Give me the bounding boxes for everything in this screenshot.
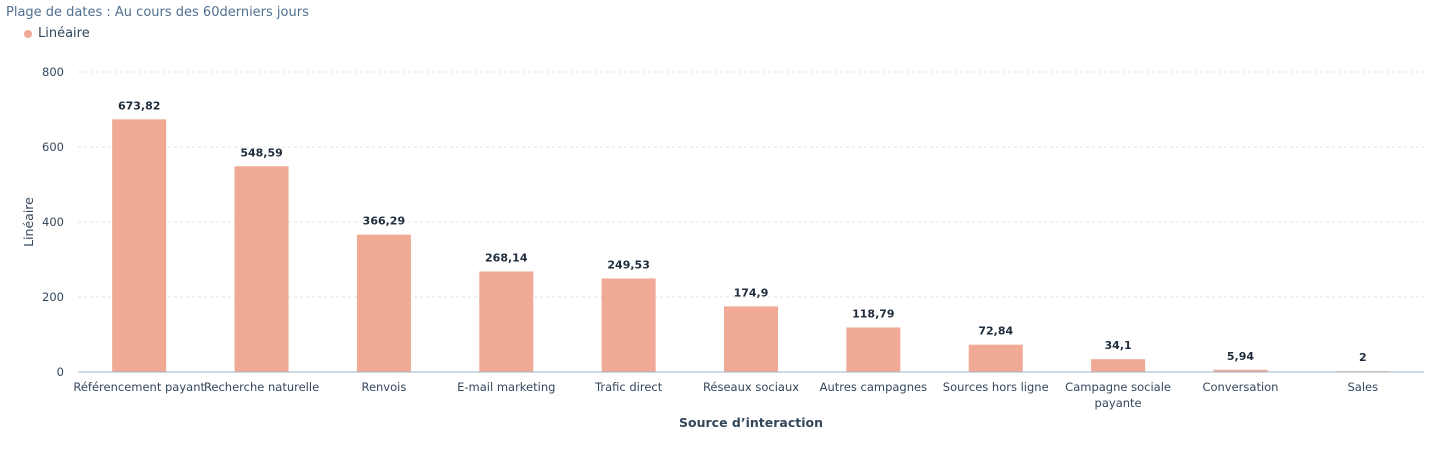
x-category-label: Autres campagnes [820, 380, 927, 394]
bar-value-label: 268,14 [485, 251, 528, 264]
bar[interactable] [846, 327, 901, 372]
bar-value-label: 366,29 [363, 215, 405, 228]
y-axis-ticks: 0 200 400 600 800 [42, 65, 64, 379]
bar-value-label: 2 [1359, 351, 1367, 364]
bar-value-label: 548,59 [240, 146, 282, 159]
bar[interactable] [601, 278, 656, 372]
bar[interactable] [479, 271, 534, 372]
date-range-label: Plage de dates : Au cours des 60derniers… [6, 5, 309, 20]
x-category-label: Référencement payant [73, 380, 205, 394]
bar-value-label: 249,53 [607, 258, 649, 271]
x-category-label: Renvois [361, 380, 406, 394]
bar[interactable] [724, 306, 778, 372]
bar-value-label: 34,1 [1105, 339, 1132, 352]
y-tick-label: 800 [42, 65, 64, 79]
legend-swatch-icon [24, 29, 32, 38]
x-category-label: Sources hors ligne [943, 380, 1049, 394]
x-category-label: Trafic direct [594, 380, 663, 394]
chart-legend[interactable]: Linéaire [24, 26, 90, 41]
bar-value-label: 118,79 [852, 307, 894, 320]
grid-lines [78, 71, 1424, 298]
y-tick-label: 0 [57, 365, 64, 379]
bar-value-label: 174,9 [734, 286, 769, 299]
x-category-label: E-mail marketing [457, 380, 555, 394]
data-labels: 673,82 548,59 366,29 268,14 249,53 174,9 118,7… [118, 99, 1367, 364]
y-axis-title: Linéaire [21, 197, 36, 247]
bars [112, 119, 1390, 372]
bar-value-label: 673,82 [118, 99, 160, 112]
bar[interactable] [1091, 359, 1146, 372]
y-tick-label: 600 [42, 140, 64, 154]
bar-value-label: 72,84 [978, 325, 1013, 338]
legend-label: Linéaire [38, 26, 90, 41]
bar[interactable] [1213, 369, 1268, 372]
x-category-label: Conversation [1202, 380, 1278, 394]
y-tick-label: 400 [42, 215, 64, 229]
bar[interactable] [234, 166, 289, 372]
bar[interactable] [356, 234, 411, 372]
bar-value-label: 5,94 [1227, 350, 1254, 363]
x-category-label: Sales [1348, 380, 1379, 394]
bar[interactable] [968, 344, 1023, 372]
x-category-label: Campagne sociale payante [1065, 380, 1171, 410]
x-category-label: Recherche naturelle [204, 380, 319, 394]
bar[interactable] [112, 119, 167, 372]
x-category-label: Réseaux sociaux [703, 380, 799, 394]
y-tick-label: 200 [42, 290, 64, 304]
x-axis-title: Source d’interaction [679, 415, 823, 430]
